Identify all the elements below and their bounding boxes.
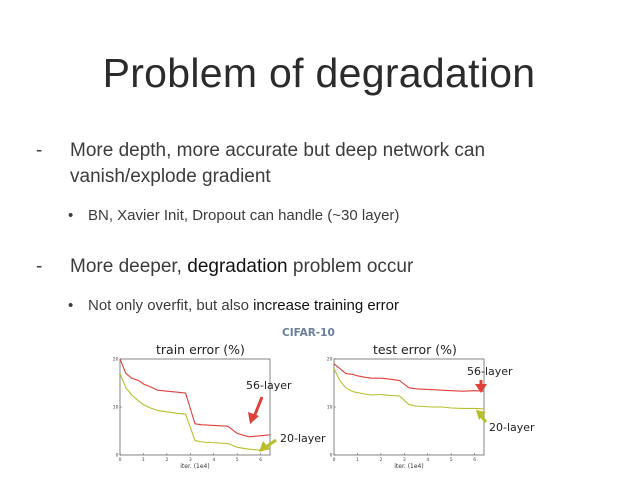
slide-title: Problem of degradation	[102, 50, 536, 96]
test-20-arrow	[476, 410, 488, 423]
test-label-56: 56-layer	[467, 365, 513, 378]
test-56-arrow	[475, 380, 487, 393]
sub-bullet-dot-1: •	[68, 207, 74, 224]
train-x-tick-label: 3	[189, 457, 192, 463]
bullet-dash-1: -	[36, 140, 43, 161]
sub-bullet-2-pre: Not only overfit, but also	[88, 297, 254, 314]
train-x-tick-label: 1	[142, 457, 145, 463]
sub-bullet-2: Not only overfit, but also increase trai…	[88, 297, 399, 314]
train-chart-title: train error (%)	[156, 342, 245, 357]
test-y-tick-label: 10	[327, 405, 333, 411]
test-y-tick-label: 0	[330, 453, 333, 459]
bullet-2-pre: More deeper,	[70, 256, 188, 277]
bullet-1-line-1: More depth, more accurate but deep netwo…	[70, 140, 486, 161]
train-x-tick-label: 5	[236, 457, 239, 463]
train-20-arrow	[259, 438, 277, 452]
bullet-2: More deeper, degradation problem occur	[70, 256, 413, 278]
test-x-tick-label: 1	[356, 457, 359, 463]
train-y-tick-label: 20	[113, 357, 119, 363]
train-x-axis-label: iter. (1e4)	[180, 463, 209, 470]
train-56-arrow	[248, 396, 264, 424]
train-x-tick-label: 6	[259, 457, 262, 463]
test-chart-title: test error (%)	[373, 342, 457, 357]
test-error-chart: 0 1 2 3 4 5 6 0 10 20 iter. (1e4)	[327, 357, 485, 470]
bullet-2-post: problem occur	[287, 256, 414, 277]
train-x-tick-label: 2	[165, 457, 168, 463]
test-x-tick-label: 5	[450, 457, 453, 463]
test-y-tick-label: 20	[327, 357, 333, 363]
test-series-20-layer	[333, 368, 485, 410]
test-x-axis-label: iter. (1e4)	[394, 463, 423, 470]
bullet-2-emphasis: degradation	[187, 256, 288, 277]
sub-bullet-2-emphasis: increase training error	[253, 297, 399, 314]
train-x-tick-label: 0	[119, 457, 122, 463]
train-y-tick-label: 0	[116, 453, 119, 459]
test-x-tick-label: 0	[333, 457, 336, 463]
test-x-tick-label: 4	[426, 457, 429, 463]
train-series-20-layer	[119, 373, 271, 451]
train-x-tick-label: 4	[212, 457, 215, 463]
test-x-tick-label: 2	[379, 457, 382, 463]
sub-bullet-dot-2: •	[68, 297, 74, 314]
test-label-20: 20-layer	[489, 421, 535, 434]
train-label-20: 20-layer	[280, 432, 326, 445]
test-series-56-layer	[333, 363, 485, 392]
bullet-dash-2: -	[36, 256, 43, 277]
dataset-label: CIFAR-10	[282, 327, 335, 339]
bullet-1-line-2: vanish/explode gradient	[70, 166, 271, 187]
train-series-56-layer	[119, 358, 271, 438]
test-x-tick-label: 6	[473, 457, 476, 463]
train-label-56: 56-layer	[246, 379, 292, 392]
test-x-tick-label: 3	[403, 457, 406, 463]
train-error-chart: 0 1 2 3 4 5 6 0 10 20 iter. (1e4)	[113, 357, 271, 470]
sub-bullet-1: BN, Xavier Init, Dropout can handle (~30…	[88, 207, 400, 224]
train-y-tick-label: 10	[113, 405, 119, 411]
